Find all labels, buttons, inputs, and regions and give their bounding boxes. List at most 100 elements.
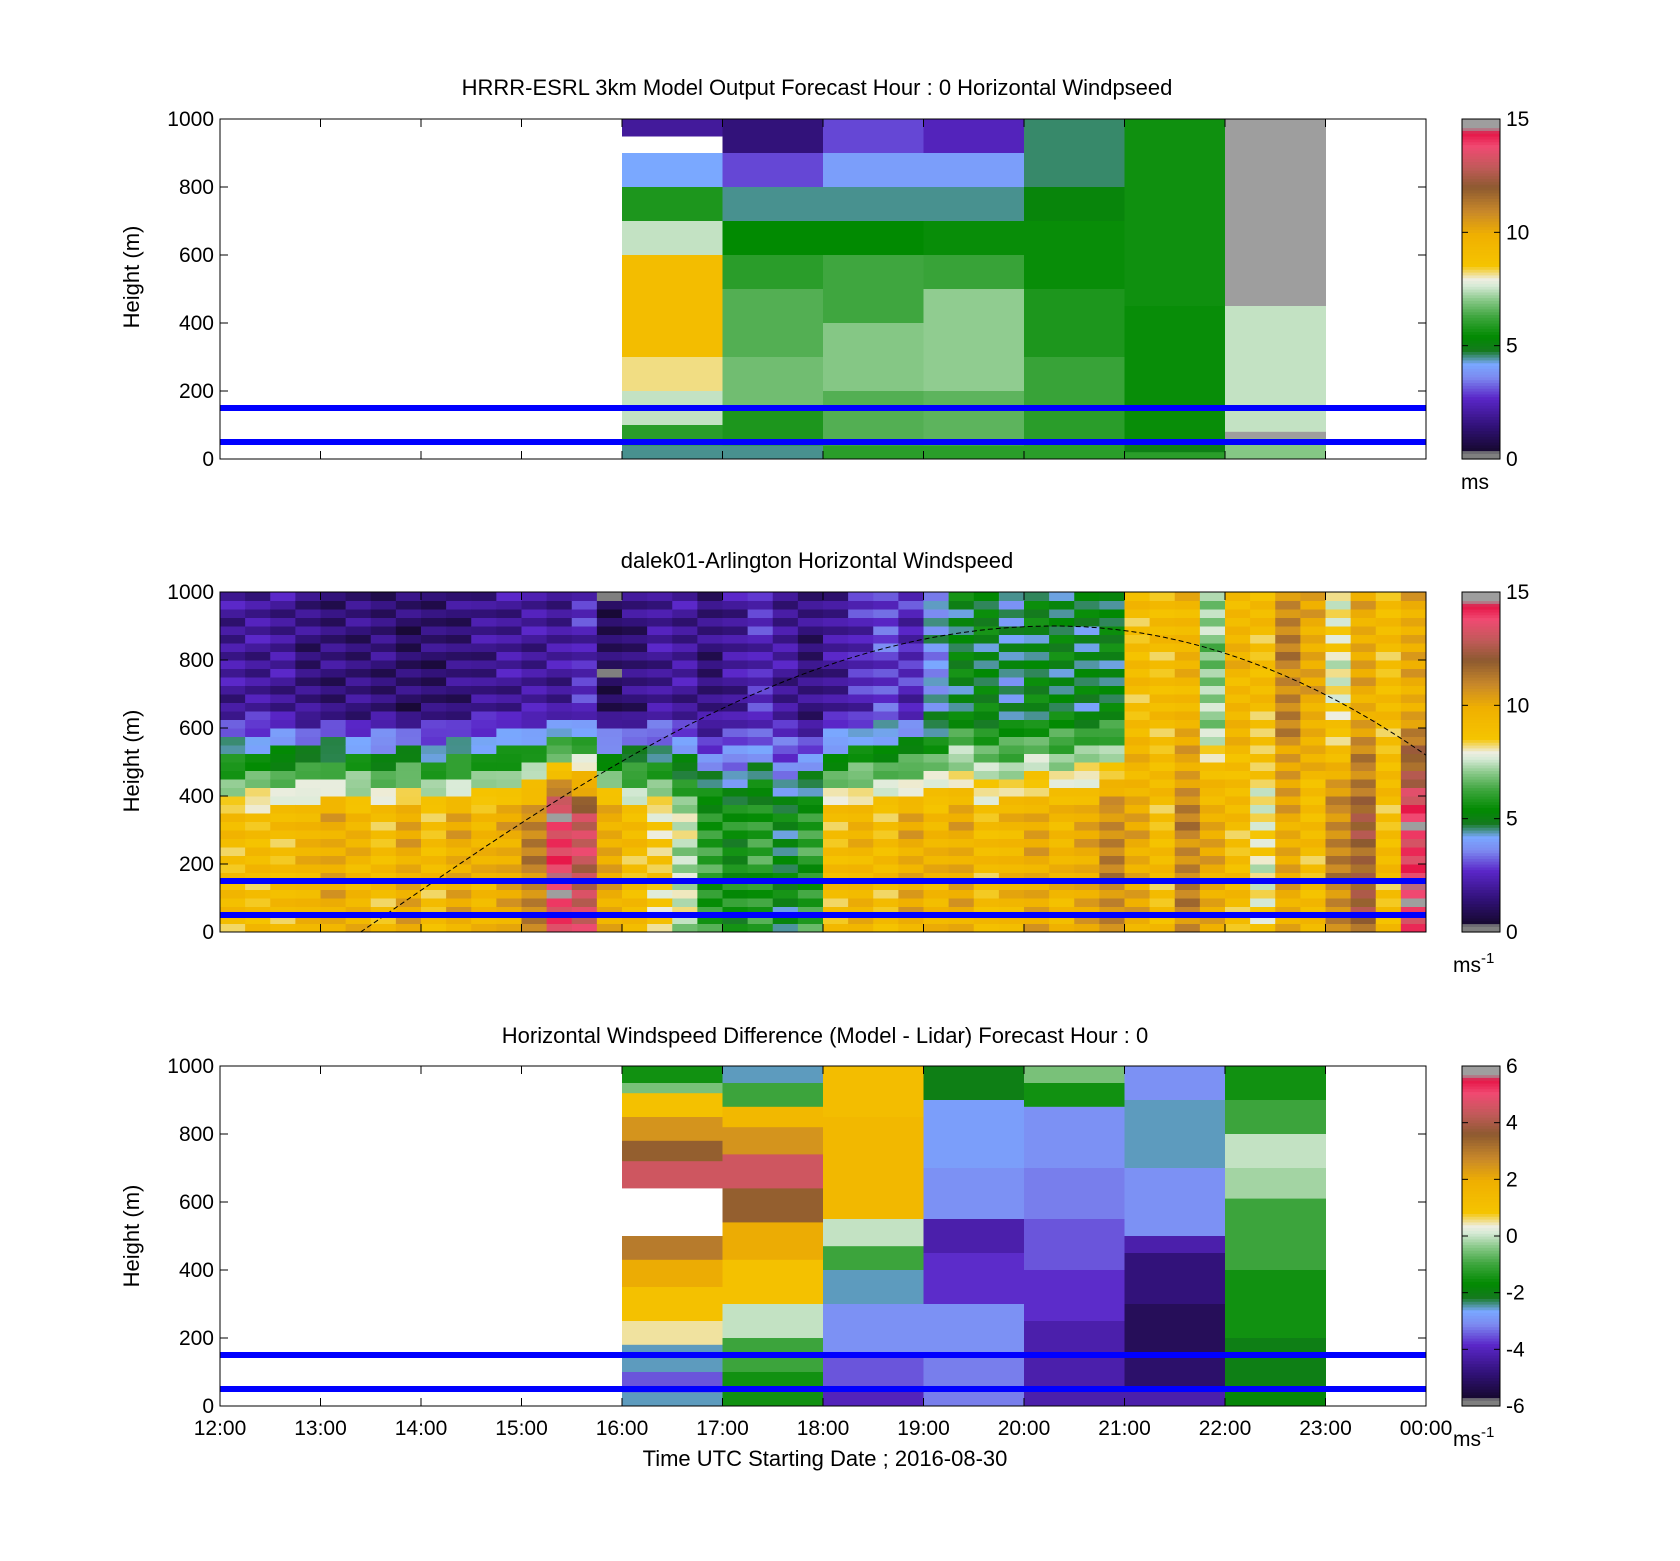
- heatmap-cell: [697, 600, 723, 610]
- heatmap-cell: [722, 804, 749, 814]
- heatmap-cell: [1024, 813, 1050, 822]
- heatmap-cell: [722, 1222, 824, 1261]
- heatmap-cell: [672, 881, 698, 890]
- heatmap-cell: [1124, 779, 1151, 788]
- heatmap-cell: [923, 745, 950, 754]
- heatmap-cell: [923, 728, 950, 737]
- heatmap-cell: [697, 864, 723, 873]
- heatmap-cell: [647, 796, 673, 805]
- heatmap-cell: [1275, 923, 1301, 933]
- heatmap-cell: [873, 770, 899, 780]
- colorbar-segment: [1462, 1321, 1500, 1325]
- heatmap-cell: [797, 719, 824, 729]
- heatmap-cell: [446, 762, 472, 771]
- heatmap-cell: [496, 838, 522, 848]
- heatmap-cell: [898, 685, 924, 695]
- heatmap-cell: [546, 685, 573, 695]
- colorbar-segment: [1462, 320, 1500, 324]
- heatmap-cell: [1275, 728, 1301, 737]
- heatmap-cell: [898, 915, 924, 924]
- heatmap-cell: [1350, 821, 1377, 831]
- heatmap-cell: [973, 821, 1000, 831]
- heatmap-cell: [898, 719, 924, 729]
- y-tick-label: 800: [179, 1123, 214, 1146]
- heatmap-cell: [1074, 719, 1100, 729]
- heatmap-cell: [747, 804, 774, 814]
- heatmap-cell: [873, 600, 899, 610]
- heatmap-cell: [873, 728, 899, 737]
- heatmap-cell: [421, 830, 447, 839]
- heatmap-cell: [923, 694, 950, 703]
- heatmap-cell: [948, 830, 975, 839]
- colorbar-segment: [1462, 121, 1500, 126]
- heatmap-cell: [772, 787, 799, 797]
- heatmap-cell: [1024, 221, 1125, 290]
- heatmap-cell: [546, 702, 573, 712]
- heatmap-cell: [747, 634, 774, 644]
- heatmap-cell: [1149, 643, 1176, 652]
- heatmap-cell: [797, 745, 824, 754]
- y-tick-label: 400: [179, 1259, 214, 1282]
- heatmap-cell: [797, 728, 824, 737]
- colorbar-segment: [1462, 1162, 1500, 1166]
- heatmap-cell: [722, 762, 749, 771]
- heatmap-cell: [1024, 651, 1050, 661]
- heatmap-cell: [797, 617, 824, 627]
- colorbar-segment: [1462, 314, 1500, 318]
- colorbar-segment: [1462, 345, 1500, 350]
- heatmap-cell: [848, 685, 874, 695]
- heatmap-cell: [270, 804, 296, 814]
- heatmap-cell: [1049, 753, 1075, 763]
- heatmap-cell: [1174, 838, 1201, 848]
- colorbar-unit-superscript: -1: [1481, 1424, 1494, 1441]
- heatmap-cell: [395, 796, 422, 805]
- heatmap-cell: [320, 736, 347, 746]
- heatmap-cell: [1275, 796, 1301, 805]
- heatmap-cell: [1300, 668, 1326, 678]
- heatmap-cell: [1250, 592, 1276, 601]
- colorbar-segment: [1462, 750, 1500, 755]
- heatmap-cell: [1225, 736, 1251, 746]
- heatmap-cell: [1375, 592, 1402, 601]
- heatmap-cell: [647, 847, 673, 856]
- heatmap-cell: [898, 660, 924, 669]
- heatmap-cell: [471, 813, 497, 822]
- heatmap-cell: [571, 643, 598, 652]
- colorbar-segment: [1462, 1386, 1500, 1390]
- heatmap-cell: [245, 711, 271, 720]
- heatmap-cell: [1225, 694, 1251, 703]
- heatmap-cell: [471, 898, 497, 907]
- colorbar-segment: [1462, 436, 1500, 440]
- heatmap-cell: [245, 668, 271, 678]
- heatmap-cell: [1350, 796, 1377, 805]
- heatmap-cell: [622, 889, 648, 899]
- y-tick-label: 800: [179, 176, 214, 199]
- heatmap-cell: [1049, 702, 1075, 712]
- heatmap-cell: [823, 1355, 924, 1390]
- colorbar-segment: [1462, 665, 1500, 670]
- heatmap-cell: [973, 847, 1000, 856]
- heatmap-cell: [1300, 609, 1326, 618]
- heatmap-cell: [395, 592, 422, 601]
- heatmap-cell: [471, 728, 497, 737]
- heatmap-cell: [973, 728, 1000, 737]
- heatmap-cell: [948, 906, 975, 916]
- heatmap-cell: [898, 855, 924, 865]
- colorbar-segment: [1462, 1360, 1500, 1365]
- colorbar-segment: [1462, 824, 1500, 828]
- heatmap-cell: [1099, 923, 1125, 933]
- heatmap-cell: [848, 821, 874, 831]
- heatmap-cell: [1325, 660, 1352, 669]
- heatmap-cell: [848, 906, 874, 916]
- heatmap-cell: [1199, 889, 1226, 899]
- heatmap-cell: [1325, 617, 1352, 627]
- colorbar-segment: [1462, 722, 1500, 726]
- heatmap-cell: [1300, 847, 1326, 856]
- colorbar-segment: [1462, 821, 1500, 825]
- heatmap-cell: [345, 804, 372, 814]
- heatmap-cell: [923, 779, 950, 788]
- heatmap-cell: [797, 804, 824, 814]
- heatmap-cell: [395, 830, 422, 839]
- heatmap-cell: [446, 600, 472, 610]
- colorbar-segment: [1462, 733, 1500, 738]
